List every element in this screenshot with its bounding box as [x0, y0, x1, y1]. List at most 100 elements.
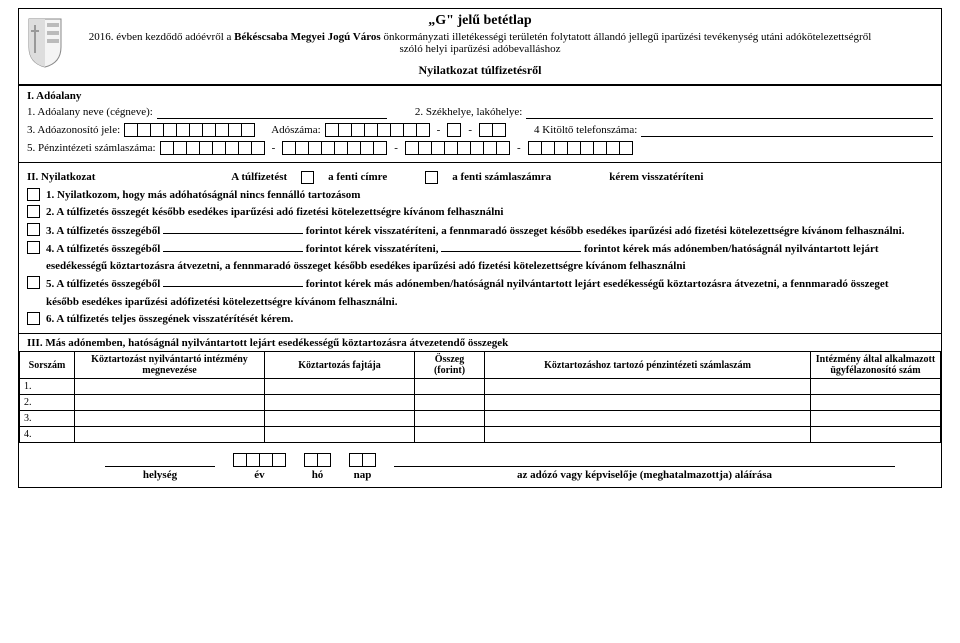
sub-before: évben kezdődő adóévről a [113, 31, 234, 43]
col-osszeg: Összeg (forint) [415, 352, 485, 379]
declaration-title: Nyilatkozat túlfizetésről [27, 63, 933, 78]
form-page: „G" jelű betétlap 2016. évben kezdődő ad… [18, 8, 942, 488]
s5cont: később esedékes iparűzési adófizetési kö… [46, 296, 397, 308]
coat-of-arms-icon [25, 17, 65, 69]
checkbox-s4[interactable] [27, 241, 40, 254]
cell[interactable] [265, 411, 415, 427]
input-bank-2[interactable] [282, 141, 387, 155]
input-s3-amount[interactable] [163, 223, 303, 234]
input-helyseg[interactable] [105, 454, 215, 467]
cell[interactable] [415, 379, 485, 395]
checkbox-s3[interactable] [27, 223, 40, 236]
col-intezmeny: Köztartozást nyilvántartó intézmény megn… [75, 352, 265, 379]
label-nap: nap [354, 469, 372, 481]
label-ev: év [254, 469, 264, 481]
cell[interactable] [485, 379, 811, 395]
checkbox-address[interactable] [301, 171, 314, 184]
input-taxnum-3[interactable] [479, 123, 506, 137]
cell[interactable] [485, 411, 811, 427]
cell[interactable] [811, 379, 941, 395]
label-signature: az adózó vagy képviselője (meghatalmazot… [517, 469, 772, 481]
section-taxpayer: I. Adóalany 1. Adóalany neve (cégneve): … [19, 85, 941, 162]
input-bank-4[interactable] [528, 141, 633, 155]
s2-text: 2. A túlfizetés összegét később esedékes… [46, 206, 503, 218]
label-name: 1. Adóalany neve (cégneve): [27, 106, 153, 118]
label-ho: hó [312, 469, 324, 481]
sub-after: önkormányzati illetékességi területén fo… [381, 31, 872, 55]
cell[interactable] [811, 427, 941, 443]
table-row: 3. [20, 411, 941, 427]
cell[interactable] [75, 411, 265, 427]
cell[interactable] [75, 395, 265, 411]
input-s4-amount2[interactable] [441, 241, 581, 252]
transfers-table: Sorszám Köztartozást nyilvántartó intézm… [19, 351, 941, 443]
input-seat[interactable] [526, 106, 933, 119]
table-header-row: Sorszám Köztartozást nyilvántartó intézm… [20, 352, 941, 379]
row-num: 1. [20, 379, 75, 395]
cell[interactable] [265, 395, 415, 411]
cell[interactable] [75, 427, 265, 443]
col-szamlaszam: Köztartozáshoz tartozó pénzintézeti szám… [485, 352, 811, 379]
row-num: 4. [20, 427, 75, 443]
table-row: 1. [20, 379, 941, 395]
head-c: a fenti számlaszámra [452, 171, 551, 183]
input-taxnum-1[interactable] [325, 123, 430, 137]
dash: - [434, 124, 444, 136]
section-transfers: III. Más adónemben, hatóságnál nyilvánta… [19, 333, 941, 443]
cell[interactable] [811, 411, 941, 427]
section3-title: III. Más adónemben, hatóságnál nyilvánta… [27, 337, 508, 349]
checkbox-s6[interactable] [27, 312, 40, 325]
input-bank-1[interactable] [160, 141, 265, 155]
city-name: Békéscsaba Megyei Jogú Város [234, 31, 381, 43]
input-nap[interactable] [349, 453, 376, 467]
label-taxid: 3. Adóazonosító jele: [27, 124, 120, 136]
label-bank: 5. Pénzintézeti számlaszáma: [27, 142, 156, 154]
col-ugyfelazon: Intézmény által alkalmazott ügyfélazonos… [811, 352, 941, 379]
label-phone: 4 Kitöltő telefonszáma: [534, 124, 637, 136]
checkbox-account[interactable] [425, 171, 438, 184]
dash: - [465, 124, 475, 136]
s3a: 3. A túlfizetés összegéből [46, 225, 160, 237]
input-signature[interactable] [394, 453, 895, 467]
table-row: 2. [20, 395, 941, 411]
cell[interactable] [265, 427, 415, 443]
s6-text: 6. A túlfizetés teljes összegének vissza… [46, 313, 293, 325]
s1-text: 1. Nyilatkozom, hogy más adóhatóságnál n… [46, 189, 360, 201]
input-taxid[interactable] [124, 123, 255, 137]
section1-title: I. Adóalany [27, 90, 933, 102]
s4c: forintot kérek más adónemben/hatóságnál … [584, 243, 879, 255]
cell[interactable] [75, 379, 265, 395]
input-ho[interactable] [304, 453, 331, 467]
head-a: A túlfizetést [231, 171, 287, 183]
cell[interactable] [485, 395, 811, 411]
form-header: „G" jelű betétlap 2016. évben kezdődő ad… [19, 9, 941, 85]
col-fajta: Köztartozás fajtája [265, 352, 415, 379]
checkbox-s1[interactable] [27, 188, 40, 201]
table-row: 4. [20, 427, 941, 443]
checkbox-s2[interactable] [27, 205, 40, 218]
s4b: forintot kérek visszatéríteni, [306, 243, 439, 255]
s5a: 5. A túlfizetés összegéből [46, 278, 160, 290]
s4a: 4. A túlfizetés összegéből [46, 243, 160, 255]
input-ev[interactable] [233, 453, 286, 467]
input-name[interactable] [157, 106, 387, 119]
cell[interactable] [265, 379, 415, 395]
row-num: 2. [20, 395, 75, 411]
label-seat: 2. Székhelye, lakóhelye: [415, 106, 523, 118]
head-b: a fenti címre [328, 171, 387, 183]
checkbox-s5[interactable] [27, 276, 40, 289]
cell[interactable] [415, 427, 485, 443]
input-taxnum-2[interactable] [447, 123, 461, 137]
cell[interactable] [811, 395, 941, 411]
s4cont: esedékességű köztartozásra átvezetni, a … [46, 260, 686, 272]
year-text: 2016. [89, 31, 114, 43]
input-s5-amount[interactable] [163, 276, 303, 287]
head-d: kérem visszatéríteni [609, 171, 703, 183]
input-bank-3[interactable] [405, 141, 510, 155]
input-phone[interactable] [641, 124, 933, 137]
input-s4-amount1[interactable] [163, 241, 303, 252]
cell[interactable] [415, 395, 485, 411]
cell[interactable] [485, 427, 811, 443]
form-title: „G" jelű betétlap [27, 13, 933, 29]
cell[interactable] [415, 411, 485, 427]
